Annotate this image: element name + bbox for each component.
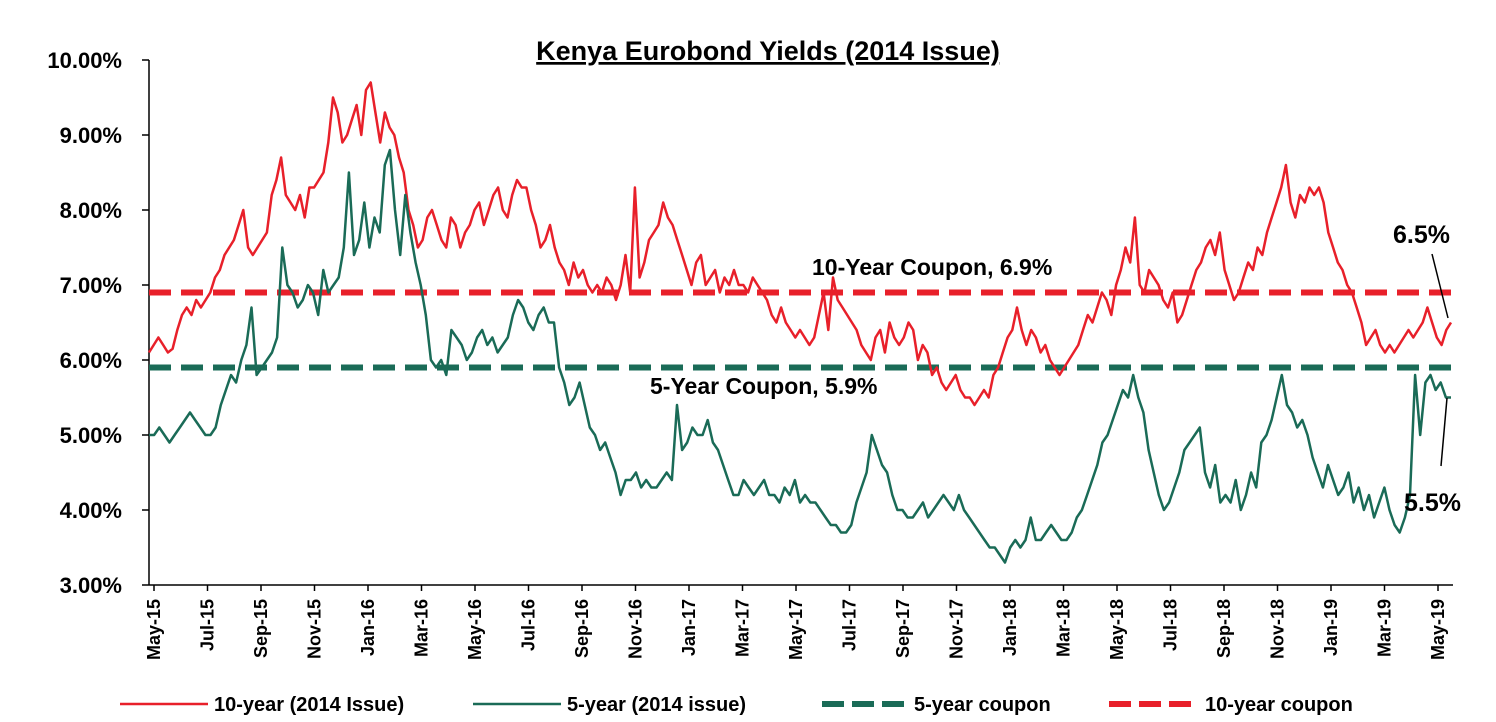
five-year-coupon-label: 5-Year Coupon, 5.9% — [650, 373, 878, 399]
y-tick-label: 5.00% — [60, 423, 122, 448]
x-tick-label: Sep-15 — [251, 599, 271, 658]
x-tick-label: May-19 — [1428, 599, 1448, 660]
x-tick-label: Jul-17 — [840, 599, 860, 651]
end-label-10y: 6.5% — [1393, 221, 1450, 249]
y-tick-label: 8.00% — [60, 198, 122, 223]
y-tick-label: 6.00% — [60, 348, 122, 373]
end-label-5y-leader — [1440, 397, 1448, 467]
x-tick-label: May-15 — [144, 599, 164, 660]
legend-label-0: 10-year (2014 Issue) — [214, 694, 404, 716]
x-tick-label: Jan-16 — [358, 599, 378, 656]
end-label-10y-leader — [1431, 253, 1449, 319]
y-tick-label: 10.00% — [47, 48, 122, 73]
x-tick-label: Mar-19 — [1375, 599, 1395, 657]
x-tick-label: Sep-17 — [893, 599, 913, 658]
y-axis: 3.00% 4.00% 5.00% 6.00% 7.00% 8.00% 9.00% 10.00… — [47, 48, 150, 598]
chart-title: Kenya Eurobond Yields (2014 Issue) — [536, 36, 1000, 66]
x-tick-label: Sep-18 — [1214, 599, 1234, 658]
legend-label-1: 5-year (2014 issue) — [567, 694, 746, 716]
legend-label-3: 10-year coupon — [1205, 694, 1353, 716]
x-axis: May-15 Jul-15 Sep-15 Nov-15 Jan-16 Mar-16 May-… — [144, 584, 1453, 660]
x-tick-label: Nov-16 — [626, 599, 646, 659]
x-tick-label: Nov-17 — [947, 599, 967, 659]
x-tick-label: Jan-17 — [679, 599, 699, 656]
x-tick-label: Nov-18 — [1268, 599, 1288, 659]
x-tick-label: Mar-18 — [1054, 599, 1074, 657]
x-tick-label: Jan-18 — [1000, 599, 1020, 656]
ten-year-coupon-label: 10-Year Coupon, 6.9% — [812, 254, 1052, 280]
y-tick-label: 4.00% — [60, 498, 122, 523]
end-label-5y: 5.5% — [1404, 489, 1461, 517]
series-line-1 — [149, 148, 1451, 564]
y-tick-label: 3.00% — [60, 573, 122, 598]
x-tick-label: Jul-16 — [519, 599, 539, 651]
x-tick-label: May-17 — [786, 599, 806, 660]
x-tick-label: May-18 — [1107, 599, 1127, 660]
x-tick-label: May-16 — [465, 599, 485, 660]
x-tick-label: Mar-17 — [733, 599, 753, 657]
series-line-0 — [147, 81, 1453, 407]
coupon-lines — [149, 289, 1451, 371]
x-tick-label: Jan-19 — [1321, 599, 1341, 656]
x-tick-label: Nov-15 — [305, 599, 325, 659]
x-tick-label: Jul-18 — [1161, 599, 1181, 651]
x-tick-label: Mar-16 — [412, 599, 432, 657]
y-tick-label: 7.00% — [60, 273, 122, 298]
x-tick-label: Jul-15 — [198, 599, 218, 651]
legend-label-2: 5-year coupon — [914, 694, 1051, 716]
legend: 10-year (2014 Issue) 5-year (2014 issue) 5… — [120, 694, 1353, 716]
x-tick-label: Sep-16 — [572, 599, 592, 658]
series-lines — [147, 81, 1453, 564]
y-tick-label: 9.00% — [60, 123, 122, 148]
